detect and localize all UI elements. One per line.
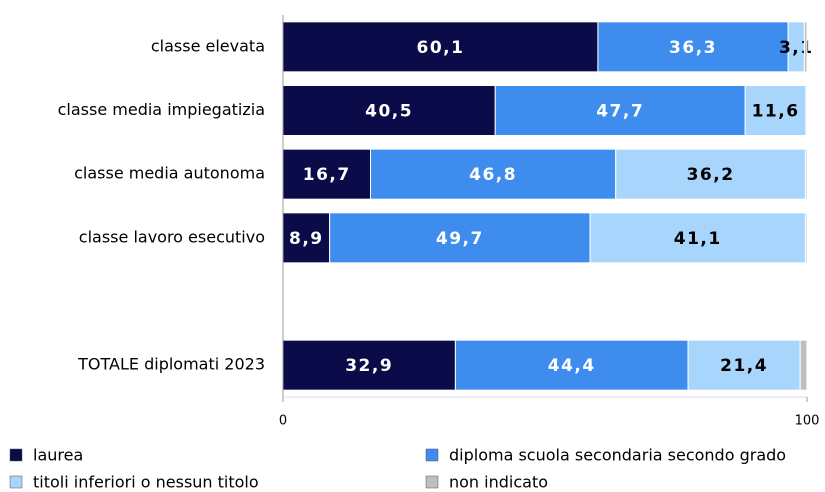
- bar-segment: [687, 339, 801, 391]
- legend-label: diploma scuola secondaria secondo grado: [449, 446, 786, 465]
- bar-segment: [282, 85, 496, 136]
- bar-segment: [803, 21, 808, 73]
- category-label: classe media autonoma: [74, 164, 265, 183]
- legend-label: titoli inferiori o nessun titolo: [33, 473, 259, 492]
- value-label: 47,7: [596, 102, 644, 122]
- bar-segment: [494, 85, 746, 136]
- value-label: 46,8: [469, 165, 517, 185]
- bar-segment: [589, 212, 806, 264]
- value-label: 49,7: [436, 229, 484, 249]
- category-label: classe elevata: [151, 36, 265, 55]
- bar-segment: [597, 21, 789, 73]
- value-label: 8,9: [289, 229, 324, 249]
- legend-swatch: [425, 475, 439, 489]
- value-label: 16,7: [303, 165, 351, 185]
- value-label: 21,4: [720, 356, 768, 376]
- value-label: 44,4: [548, 356, 596, 376]
- value-label: 41,1: [674, 229, 722, 249]
- category-label: TOTALE diplomati 2023: [77, 355, 265, 374]
- bar-segment: [804, 148, 808, 200]
- legend-swatch: [9, 448, 23, 462]
- bar-segment: [804, 212, 808, 264]
- value-label: 36,3: [669, 38, 717, 58]
- bar-segment: [744, 85, 807, 136]
- value-label: 40,5: [365, 102, 413, 122]
- x-tick-label: 100: [795, 414, 820, 429]
- bar-segment: [615, 148, 806, 200]
- bar-segment: [454, 339, 689, 391]
- x-tick-label: 0: [279, 414, 287, 429]
- legend-label: non indicato: [449, 473, 548, 492]
- legend-swatch: [425, 448, 439, 462]
- value-label: 32,9: [345, 356, 393, 376]
- value-label: 11,6: [752, 102, 800, 122]
- value-label: 60,1: [416, 38, 464, 58]
- category-label: classe media impiegatizia: [58, 100, 265, 119]
- bar-segment: [282, 339, 456, 391]
- bar-segment: [282, 148, 372, 200]
- legend-swatch: [9, 475, 23, 489]
- bar-segment: [799, 339, 808, 391]
- bar-segment: [282, 21, 599, 73]
- legend-label: laurea: [33, 446, 83, 465]
- value-label: 3,1: [779, 38, 814, 58]
- value-label: 36,2: [687, 165, 735, 185]
- bar-segment: [329, 212, 591, 264]
- category-label: classe lavoro esecutivo: [79, 227, 265, 246]
- bar-segment: [805, 85, 808, 136]
- bar-segment: [370, 148, 617, 200]
